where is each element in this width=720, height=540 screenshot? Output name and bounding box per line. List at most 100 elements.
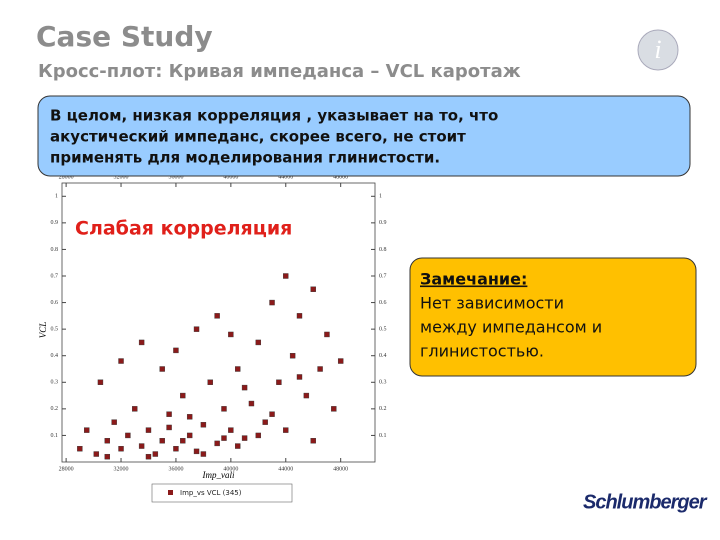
- y-tick-label: 0.9: [379, 220, 387, 226]
- x-tick-label: 48000: [333, 174, 348, 180]
- note-line: между импедансом и: [420, 318, 602, 337]
- x-tick-label: 40000: [223, 466, 238, 472]
- y-tick-label: 0.7: [379, 273, 387, 279]
- point: [255, 432, 262, 439]
- y-tick-label: 0.5: [379, 327, 387, 333]
- svg-text:i: i: [654, 35, 661, 64]
- point: [104, 438, 111, 444]
- title: Case Study: [36, 20, 213, 53]
- y-tick-label: 0.6: [379, 300, 387, 306]
- point: [193, 326, 200, 332]
- point: [241, 384, 248, 391]
- point: [276, 379, 282, 385]
- note-title: Замечание:: [420, 270, 527, 289]
- point: [235, 443, 241, 449]
- y-tick-label: 0.6: [51, 300, 59, 306]
- point: [97, 379, 104, 385]
- point: [337, 358, 344, 364]
- point: [173, 347, 179, 354]
- point: [303, 392, 310, 399]
- y-tick-label: 0.1: [379, 433, 387, 439]
- y-tick-label: 0.9: [51, 220, 59, 226]
- point: [296, 374, 303, 380]
- callout-line: применять для моделирования глинистости.: [50, 149, 440, 167]
- point: [228, 427, 234, 433]
- point: [269, 411, 275, 417]
- point: [317, 366, 323, 372]
- x-tick-label: 28000: [59, 174, 74, 180]
- point: [283, 427, 289, 433]
- point: [255, 339, 262, 346]
- point: [186, 414, 193, 420]
- point: [241, 435, 248, 441]
- y-tick-label: 0.5: [51, 327, 59, 333]
- point: [93, 451, 100, 457]
- point: [193, 448, 200, 455]
- point: [248, 400, 255, 407]
- point: [77, 446, 83, 452]
- x-tick-label: 28000: [59, 466, 74, 472]
- x-tick-label: 44000: [278, 466, 293, 472]
- point: [145, 427, 152, 433]
- legend-swatch: [168, 490, 173, 495]
- point: [159, 438, 165, 444]
- point: [310, 438, 316, 444]
- point: [269, 299, 275, 306]
- y-tick-label: 0.8: [51, 247, 59, 253]
- x-tick-label: 36000: [168, 174, 183, 180]
- point: [200, 451, 207, 457]
- y-tick-label: 1: [379, 194, 382, 200]
- point: [138, 339, 145, 346]
- plot-area: [61, 182, 376, 463]
- point: [173, 446, 179, 452]
- point: [166, 424, 172, 431]
- x-tick-label: 32000: [114, 466, 129, 472]
- point: [324, 331, 330, 338]
- y-tick-label: 0.4: [51, 353, 59, 359]
- note-line: Нет зависимости: [420, 294, 564, 313]
- point: [228, 331, 234, 338]
- point: [283, 273, 289, 279]
- x-tick-label: 44000: [278, 174, 293, 180]
- point: [214, 440, 220, 447]
- chart: 28000 28000 32000 32000 36000 36000 40000 40000…: [38, 174, 387, 503]
- point: [180, 438, 186, 444]
- point: [166, 411, 172, 417]
- point: [289, 353, 296, 359]
- y-axis-label: VCL: [38, 322, 48, 339]
- point: [152, 451, 159, 457]
- y-tick-label: 0.2: [379, 406, 387, 412]
- point: [145, 453, 152, 460]
- callout-box: [37, 95, 691, 177]
- note-box: [409, 257, 697, 377]
- y-tick-label: 0.4: [379, 353, 387, 359]
- point: [200, 422, 207, 428]
- point: [331, 406, 337, 412]
- x-tick-label: 40000: [223, 174, 238, 180]
- x-tick-label: 32000: [114, 174, 129, 180]
- note-line: глинистостью.: [420, 342, 544, 361]
- logo: Schlumberger: [583, 491, 708, 513]
- point: [118, 446, 124, 452]
- point: [111, 419, 117, 425]
- point: [138, 443, 145, 449]
- point: [221, 435, 227, 441]
- callout-line: акустический импеданс, скорее всего, не …: [50, 128, 466, 146]
- legend-box: [151, 483, 293, 503]
- annotation: Слабая корреляция: [75, 218, 292, 240]
- point: [186, 432, 193, 439]
- legend-label: Imp_vs VCL (345): [180, 489, 242, 497]
- point: [296, 313, 303, 319]
- callout-line: В целом, низкая корреляция , указывает н…: [50, 107, 498, 125]
- subtitle: Кросс-плот: Кривая импеданса – VCL карот…: [38, 61, 521, 82]
- y-tick-label: 0.3: [51, 380, 59, 386]
- x-axis-label: Imp_vali: [202, 470, 235, 480]
- point: [125, 432, 131, 439]
- info-icon: i: [637, 29, 679, 71]
- point: [221, 406, 227, 412]
- point: [214, 313, 220, 319]
- point: [310, 286, 316, 292]
- x-tick-label: 36000: [168, 466, 183, 472]
- point: [84, 427, 90, 433]
